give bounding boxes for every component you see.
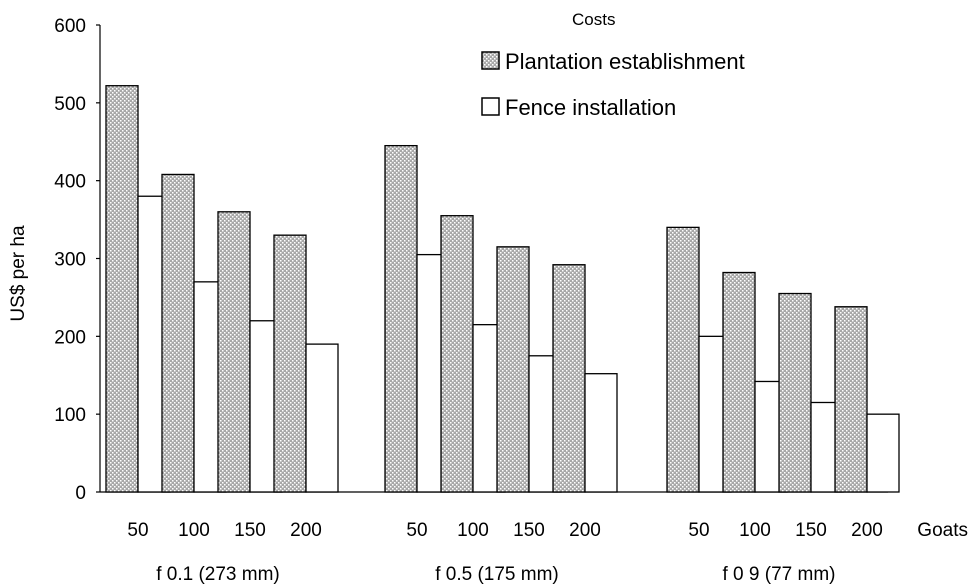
x-category-label: 50 — [127, 520, 148, 541]
legend-label-plantation: Plantation establishment — [505, 49, 745, 74]
x-category-label: 100 — [178, 520, 210, 541]
bar-plantation — [440, 215, 474, 493]
bar-plantation — [496, 246, 530, 493]
y-tick-label: 100 — [54, 405, 86, 426]
y-tick-label: 200 — [54, 327, 86, 348]
bar-plantation — [722, 271, 756, 493]
x-category-label: 150 — [795, 520, 827, 541]
bar-plantation — [161, 173, 195, 493]
x-axis-unit-label: Goats — [917, 520, 968, 541]
legend: Costs Plantation establishment Fence ins… — [481, 10, 745, 120]
legend-label-fence: Fence installation — [505, 95, 676, 120]
x-category-label: 50 — [406, 520, 427, 541]
bar-fence — [866, 413, 900, 493]
x-category-label: 150 — [513, 520, 545, 541]
bar-plantation — [834, 306, 868, 493]
legend-swatch-fence — [481, 97, 500, 116]
bar-plantation — [105, 85, 139, 493]
bar-plantation — [273, 234, 307, 493]
y-axis-title: US$ per ha — [8, 225, 29, 322]
y-tick-label: 400 — [54, 172, 86, 193]
bar-fence — [584, 373, 618, 493]
x-category-label: 200 — [290, 520, 322, 541]
x-category-label: 100 — [739, 520, 771, 541]
bar-plantation — [384, 144, 418, 493]
y-tick-label: 600 — [54, 16, 86, 37]
legend-title: Costs — [572, 10, 615, 29]
y-tick-label: 0 — [75, 483, 86, 504]
x-category-label: 200 — [851, 520, 883, 541]
bar-plantation — [778, 292, 812, 493]
x-category-label: 200 — [569, 520, 601, 541]
bar-plantation — [217, 211, 251, 493]
x-category-label: 50 — [688, 520, 709, 541]
bar-plantation — [666, 226, 700, 493]
x-category-label: 150 — [234, 520, 266, 541]
bar-fence — [305, 343, 339, 493]
y-tick-label: 300 — [54, 250, 86, 271]
x-group-label: f 0.5 (175 mm) — [435, 564, 559, 585]
x-group-label: f 0 9 (77 mm) — [723, 564, 836, 585]
x-category-label: 100 — [457, 520, 489, 541]
bar-plantation — [552, 264, 586, 493]
x-group-label: f 0.1 (273 mm) — [156, 564, 280, 585]
legend-swatch-plantation — [481, 51, 500, 70]
y-tick-label: 500 — [54, 94, 86, 115]
